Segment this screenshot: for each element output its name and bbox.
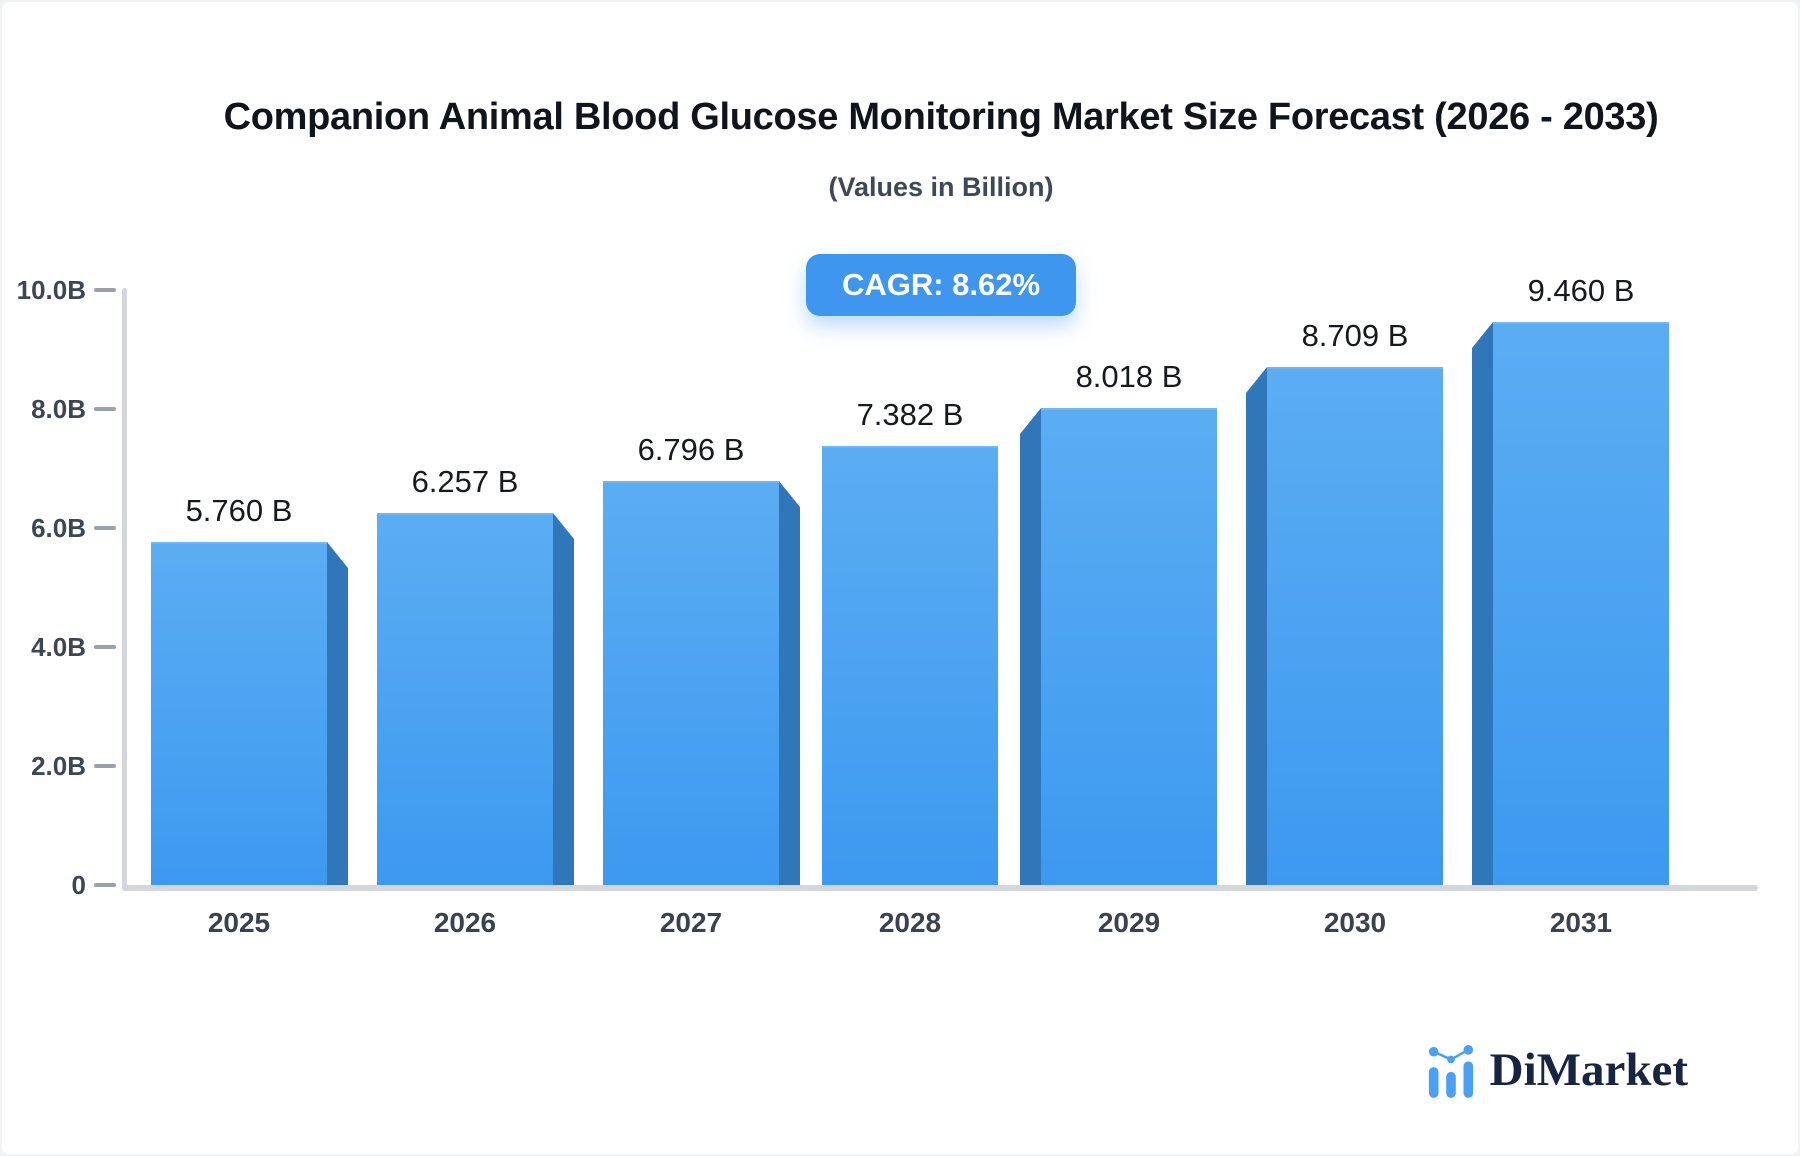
- bar-2029: [1041, 408, 1217, 885]
- bar-2025: [151, 542, 327, 885]
- bar-value-label-2025: 5.760 B: [185, 493, 293, 528]
- x-axis-baseline: [122, 885, 1758, 891]
- y-tick-label-10.0B: 10.0B: [16, 275, 86, 305]
- chart-title: Companion Animal Blood Glucose Monitorin…: [223, 96, 1659, 138]
- y-tick-label-6.0B: 6.0B: [31, 513, 86, 543]
- x-axis-label-2027: 2027: [659, 907, 723, 938]
- x-axis-label-2026: 2026: [433, 907, 497, 938]
- x-axis-label-2025: 2025: [207, 907, 271, 938]
- bar-value-label-2027: 6.796 B: [637, 432, 745, 467]
- bar-side-2029: [1020, 408, 1041, 885]
- x-axis-label-2029: 2029: [1097, 907, 1161, 938]
- x-axis-label-2030: 2030: [1323, 907, 1387, 938]
- cagr-badge-row: CAGR: 8.62%: [124, 254, 1758, 316]
- bar-chart-trend-logo-icon: [1428, 1045, 1473, 1098]
- y-tick-dash-8.0B: [94, 407, 116, 411]
- brand-logo: DiMarket: [1426, 1038, 1688, 1098]
- y-tick-dash-4.0B: [94, 645, 116, 649]
- bar-value-label-2028: 7.382 B: [856, 397, 964, 432]
- bar-side-2025: [327, 542, 348, 885]
- y-tick-dash-6.0B: [94, 526, 116, 530]
- brand-logo-text: DiMarket: [1489, 1044, 1688, 1096]
- bar-side-2030: [1246, 367, 1267, 885]
- bar-2026: [377, 513, 553, 885]
- bar-side-2031: [1472, 322, 1493, 885]
- bar-value-label-2031: 9.460 B: [1527, 273, 1635, 308]
- y-tick-label-0: 0: [71, 870, 86, 900]
- bar-side-2026: [553, 513, 574, 885]
- bar-value-label-2030: 8.709 B: [1301, 318, 1409, 353]
- x-axis-label-2028: 2028: [878, 907, 942, 938]
- chart-subtitle: (Values in Billion): [828, 172, 1054, 202]
- bar-side-2027: [779, 481, 800, 885]
- x-axis-label-2031: 2031: [1549, 907, 1613, 938]
- cagr-badge: CAGR: 8.62%: [805, 254, 1077, 316]
- y-axis-line: [122, 288, 127, 890]
- y-tick-label-4.0B: 4.0B: [31, 632, 86, 662]
- bar-2031: [1493, 322, 1669, 885]
- bar-2027: [603, 481, 779, 885]
- y-tick-dash-0: [94, 883, 116, 887]
- bar-value-label-2029: 8.018 B: [1075, 359, 1183, 394]
- y-tick-dash-2.0B: [94, 764, 116, 768]
- y-tick-label-8.0B: 8.0B: [31, 394, 86, 424]
- y-tick-label-2.0B: 2.0B: [31, 751, 86, 781]
- bar-2030: [1267, 367, 1443, 885]
- bar-2028: [822, 446, 998, 885]
- y-tick-dash-10.0B: [94, 288, 116, 292]
- bar-value-label-2026: 6.257 B: [411, 464, 519, 499]
